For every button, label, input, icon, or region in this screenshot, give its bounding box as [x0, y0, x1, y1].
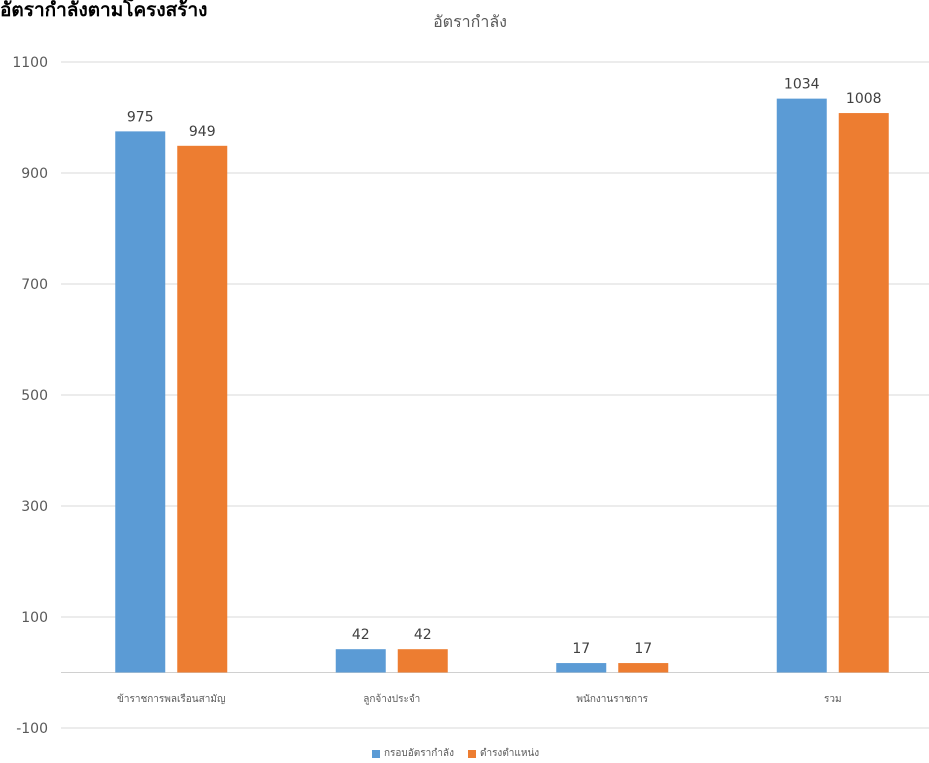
- category-label: ข้าราชการพลเรือนสามัญ: [117, 693, 225, 705]
- legend-item: ดำรงตำแหน่ง: [467, 746, 540, 761]
- bar-series-1-category-4: [776, 98, 827, 673]
- bars: [115, 98, 889, 673]
- bar-series-2-category-3: [618, 663, 669, 673]
- y-tick-label: 700: [21, 277, 48, 293]
- bar-series-1-category-1: [115, 131, 166, 673]
- legend-label: กรอบอัตรากำลัง: [384, 748, 454, 759]
- data-label: 949: [189, 124, 216, 140]
- y-tick-label: 1100: [12, 55, 48, 71]
- y-tick-label: 900: [21, 166, 48, 182]
- y-tick-label: 300: [21, 499, 48, 515]
- legend-label: ดำรงตำแหน่ง: [479, 748, 540, 759]
- legend-item: กรอบอัตรากำลัง: [372, 746, 454, 761]
- y-tick-label: 500: [21, 388, 48, 404]
- legend-swatch: [467, 749, 476, 758]
- chart-title: อัตรากำลัง: [433, 12, 507, 31]
- bar-series-1-category-2: [335, 649, 386, 673]
- bar-series-2-category-1: [177, 145, 228, 673]
- data-label: 42: [414, 627, 432, 643]
- data-label: 1034: [784, 77, 820, 93]
- y-tick-label: 100: [21, 610, 48, 626]
- x-axis: ข้าราชการพลเรือนสามัญ ลูกจ้างประจำ พนักงาน…: [117, 693, 842, 705]
- bar-series-1-category-3: [556, 663, 607, 673]
- legend-swatch: [372, 749, 380, 758]
- category-label: รวม: [824, 694, 842, 705]
- y-tick-label: -100: [16, 721, 48, 737]
- category-label: ลูกจ้างประจำ: [363, 693, 420, 705]
- legend: กรอบอัตรากำลัง ดำรงตำแหน่ง: [372, 746, 539, 761]
- data-labels: 975 949 42 42 17 17 1034 1008: [127, 77, 882, 657]
- data-label: 42: [352, 627, 370, 643]
- bar-series-2-category-2: [397, 649, 448, 673]
- data-label: 1008: [846, 91, 882, 107]
- page-heading: อัตรากำลังตามโครงสร้าง: [0, 0, 208, 21]
- data-label: 17: [572, 641, 590, 657]
- data-label: 975: [127, 109, 154, 125]
- data-label: 17: [634, 641, 652, 657]
- bar-series-2-category-4: [838, 113, 889, 673]
- category-label: พนักงานราชการ: [576, 694, 648, 705]
